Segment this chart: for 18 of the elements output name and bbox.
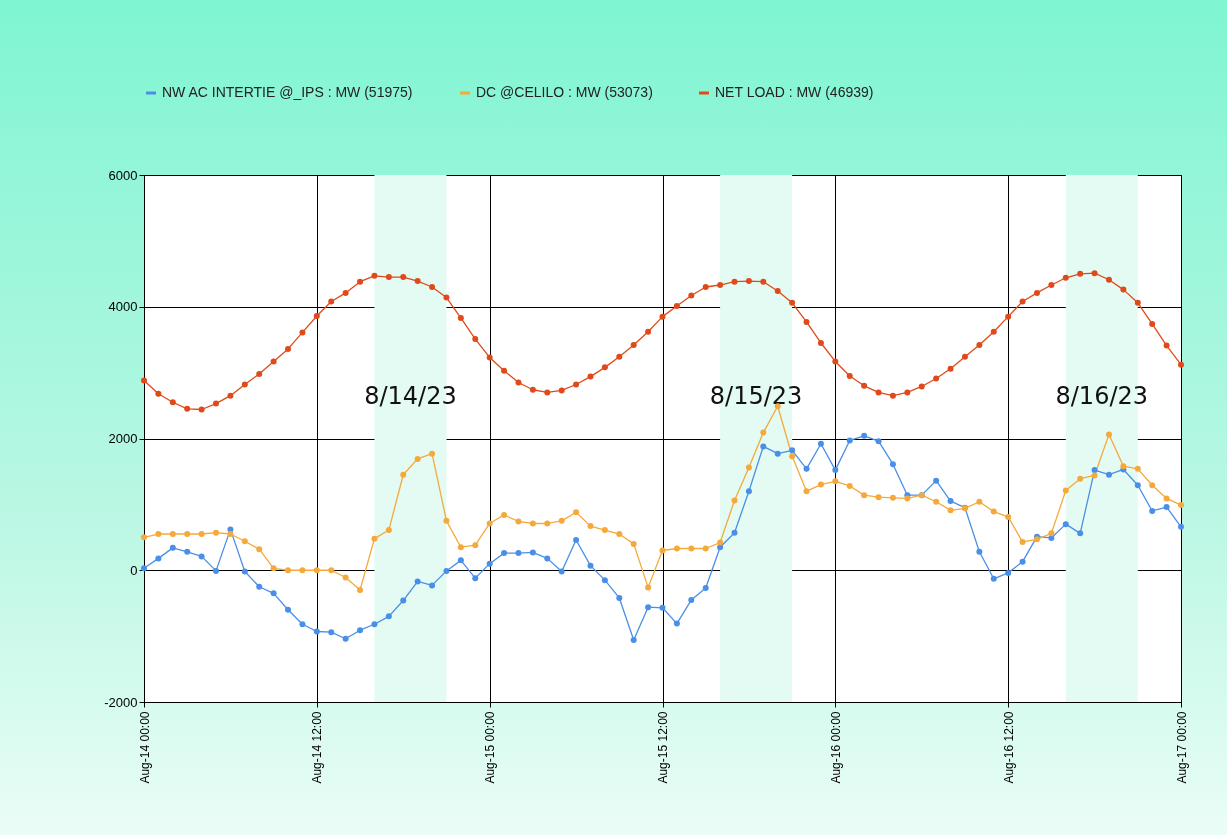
band-label: 8/14/23	[364, 382, 457, 410]
legend-label: NW AC INTERTIE @_IPS : MW (51975)	[162, 84, 413, 100]
y-tick-label: 0	[130, 562, 138, 578]
y-tick-label: 2000	[108, 431, 138, 446]
legend-label: NET LOAD : MW (46939)	[715, 84, 874, 100]
band-label: 8/15/23	[709, 382, 803, 410]
x-tick-label: Aug-16 00:00	[828, 711, 843, 784]
x-tick-label: Aug-14 00:00	[137, 711, 152, 784]
x-tick-label: Aug-15 00:00	[483, 711, 498, 784]
legend-label: DC @CELILO : MW (53073)	[476, 84, 653, 100]
x-tick-label: Aug-15 12:00	[656, 711, 670, 784]
x-tick-label: Aug-17 00:00	[1174, 711, 1189, 784]
band-label: 8/16/23	[1055, 382, 1149, 410]
y-tick-label: -2000	[104, 694, 138, 710]
y-tick-label: 4000	[108, 299, 138, 315]
y-tick-label: 6000	[108, 167, 138, 183]
x-tick-label: Aug-16 12:00	[1001, 711, 1016, 784]
x-tick-label: Aug-14 12:00	[310, 711, 325, 784]
